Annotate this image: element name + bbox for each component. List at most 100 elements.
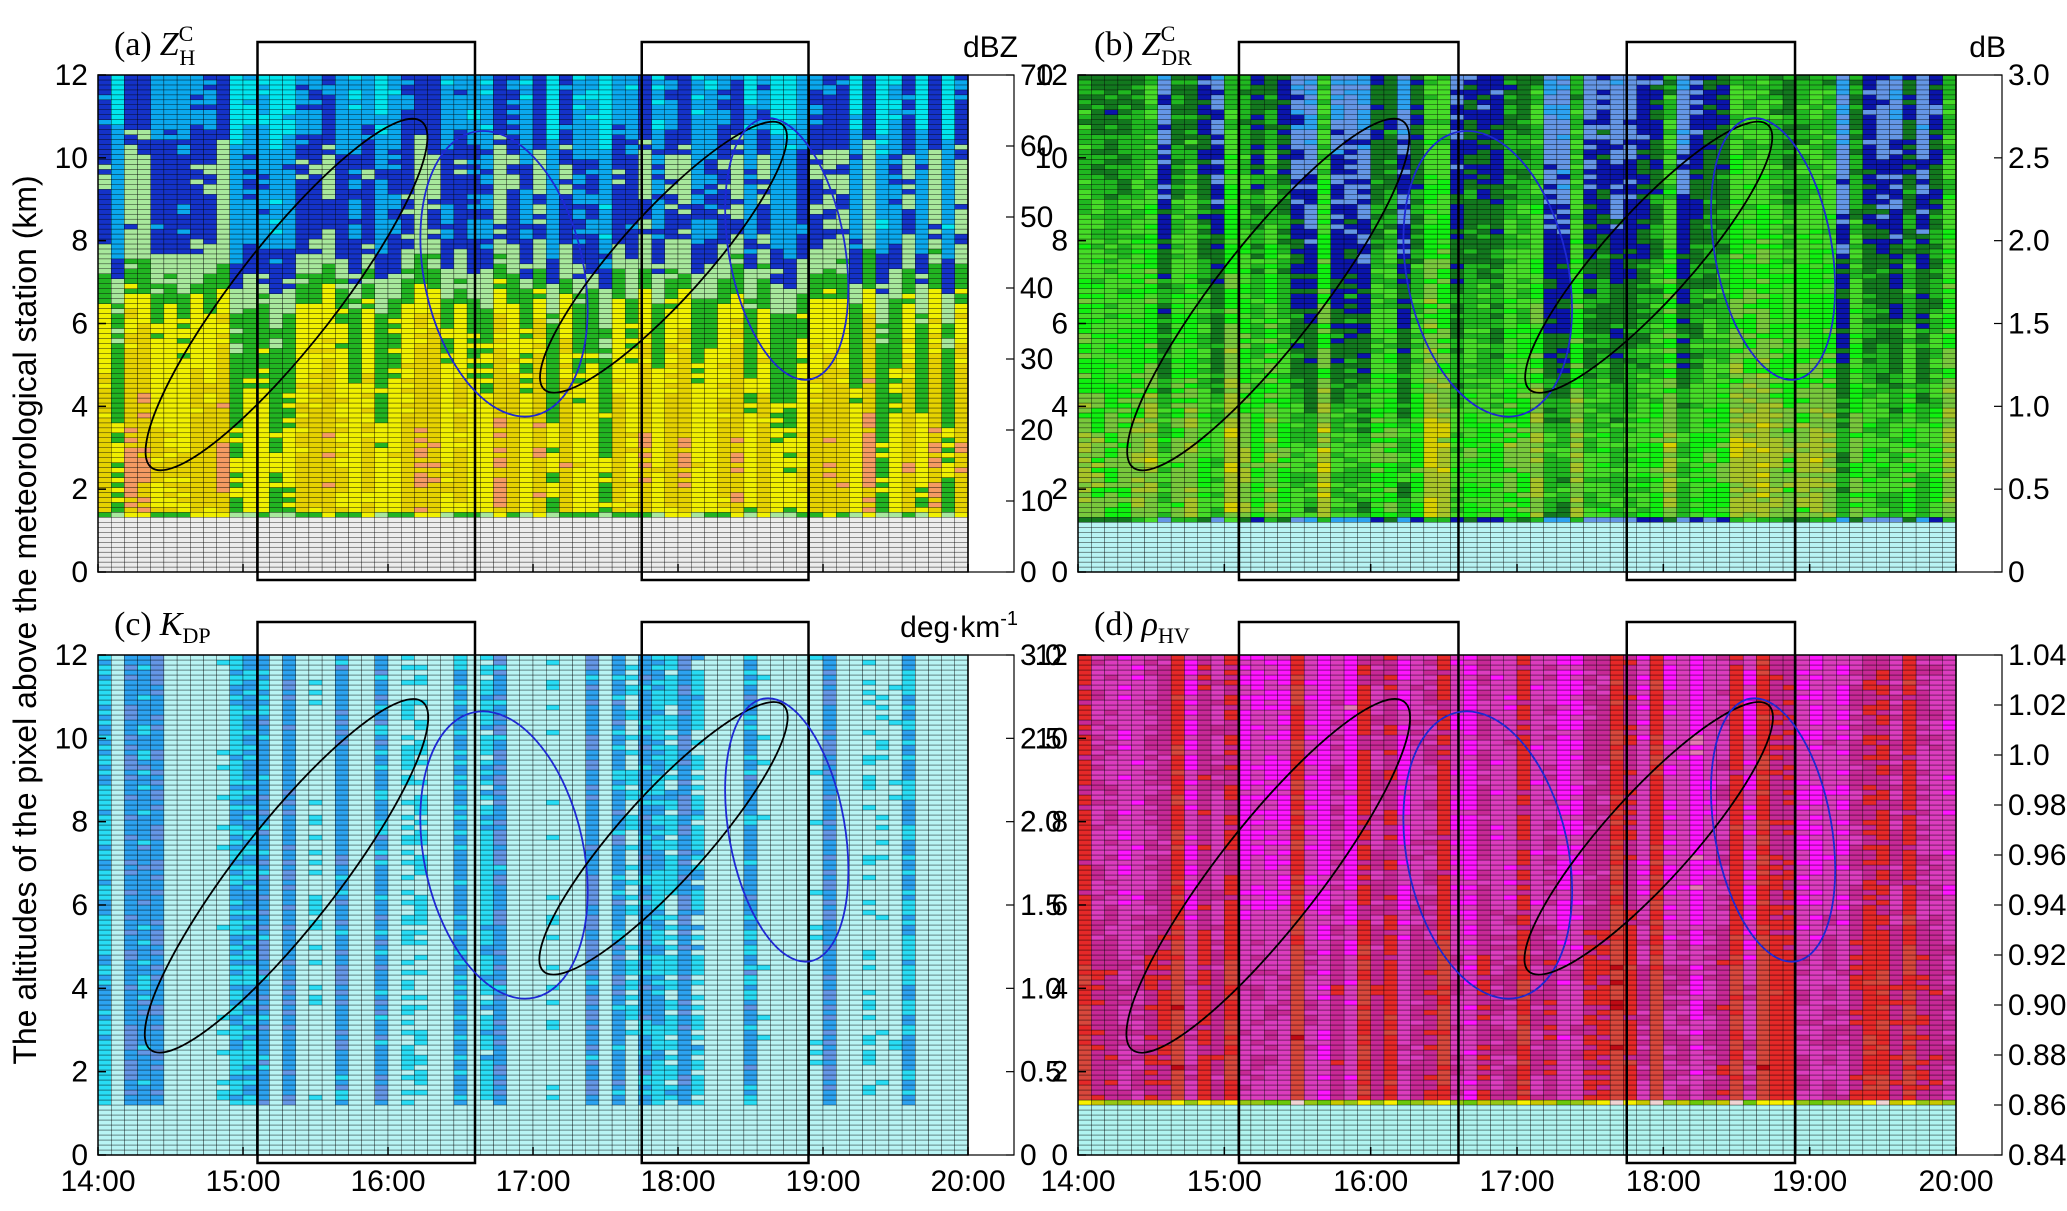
heatmap-cell <box>625 537 638 542</box>
heatmap-cell <box>243 194 256 199</box>
heatmap-cell <box>665 418 678 423</box>
heatmap-cell <box>428 522 441 527</box>
heatmap-cell <box>586 135 599 140</box>
heatmap-cell <box>744 353 757 358</box>
heatmap-cell <box>625 159 638 164</box>
heatmap-cell <box>704 527 717 532</box>
heatmap-cell <box>309 552 322 557</box>
heatmap-cell <box>428 90 441 95</box>
heatmap-cell <box>243 453 256 458</box>
heatmap-cell <box>480 483 493 488</box>
heatmap-cell <box>401 294 414 299</box>
heatmap-cell <box>164 537 177 542</box>
heatmap-cell <box>678 194 691 199</box>
heatmap-cell <box>731 214 744 219</box>
heatmap-cell <box>98 393 111 398</box>
heatmap-cell <box>151 169 164 174</box>
heatmap-cell <box>612 463 625 468</box>
heatmap-cell <box>559 537 572 542</box>
heatmap-cell <box>625 383 638 388</box>
heatmap-cell <box>151 502 164 507</box>
heatmap-cell <box>599 507 612 512</box>
heatmap-cell <box>217 398 230 403</box>
heatmap-cell <box>111 483 124 488</box>
heatmap-cell <box>414 333 427 338</box>
heatmap-cell <box>335 507 348 512</box>
heatmap-cell <box>401 264 414 269</box>
heatmap-cell <box>309 120 322 125</box>
heatmap-cell <box>283 259 296 264</box>
heatmap-cell <box>718 174 731 179</box>
heatmap-cell <box>599 155 612 160</box>
heatmap-cell <box>586 189 599 194</box>
heatmap-cell <box>177 199 190 204</box>
heatmap-cell <box>111 299 124 304</box>
heatmap-cell <box>283 333 296 338</box>
heatmap-cell <box>454 433 467 438</box>
heatmap-cell <box>691 105 704 110</box>
heatmap-cell <box>493 239 506 244</box>
heatmap-cell <box>230 95 243 100</box>
heatmap-cell <box>599 304 612 309</box>
heatmap-cell <box>98 478 111 483</box>
heatmap-cell <box>573 502 586 507</box>
heatmap-cell <box>731 194 744 199</box>
heatmap-cell <box>98 169 111 174</box>
heatmap-cell <box>731 488 744 493</box>
heatmap-cell <box>138 224 151 229</box>
heatmap-cell <box>203 398 216 403</box>
heatmap-cell <box>441 194 454 199</box>
heatmap-cell <box>124 453 137 458</box>
heatmap-cell <box>98 373 111 378</box>
heatmap-cell <box>665 383 678 388</box>
heatmap-cell <box>533 473 546 478</box>
heatmap-cell <box>98 174 111 179</box>
heatmap-cell <box>493 229 506 234</box>
heatmap-cell <box>111 473 124 478</box>
heatmap-cell <box>375 393 388 398</box>
heatmap-cell <box>309 209 322 214</box>
heatmap-cell <box>704 214 717 219</box>
heatmap-cell <box>269 304 282 309</box>
heatmap-cell <box>348 373 361 378</box>
heatmap-cell <box>401 219 414 224</box>
heatmap-cell <box>493 194 506 199</box>
heatmap-cell <box>744 319 757 324</box>
heatmap-cell <box>520 259 533 264</box>
heatmap-cell <box>124 189 137 194</box>
heatmap-cell <box>111 423 124 428</box>
heatmap-cell <box>269 159 282 164</box>
heatmap-cell <box>704 184 717 189</box>
heatmap-cell <box>546 100 559 105</box>
heatmap-cell <box>704 473 717 478</box>
heatmap-cell <box>243 502 256 507</box>
heatmap-cell <box>362 279 375 284</box>
heatmap-cell <box>217 517 230 522</box>
heatmap-cell <box>111 100 124 105</box>
heatmap-cell <box>704 239 717 244</box>
heatmap-cell <box>388 155 401 160</box>
heatmap-cell <box>401 438 414 443</box>
heatmap-cell <box>243 244 256 249</box>
heatmap-cell <box>283 135 296 140</box>
heatmap-cell <box>203 338 216 343</box>
heatmap-cell <box>704 174 717 179</box>
heatmap-cell <box>520 289 533 294</box>
heatmap-cell <box>243 199 256 204</box>
heatmap-cell <box>335 254 348 259</box>
heatmap-cell <box>203 343 216 348</box>
heatmap-cell <box>718 393 731 398</box>
heatmap-cell <box>243 433 256 438</box>
heatmap-cell <box>480 542 493 547</box>
heatmap-cell <box>652 383 665 388</box>
heatmap-cell <box>388 284 401 289</box>
heatmap-cell <box>309 324 322 329</box>
heatmap-cell <box>520 164 533 169</box>
heatmap-cell <box>744 299 757 304</box>
heatmap-cell <box>309 199 322 204</box>
heatmap-cell <box>322 105 335 110</box>
heatmap-cell <box>296 522 309 527</box>
heatmap-cell <box>625 557 638 562</box>
heatmap-cell <box>507 512 520 517</box>
heatmap-cell <box>441 492 454 497</box>
